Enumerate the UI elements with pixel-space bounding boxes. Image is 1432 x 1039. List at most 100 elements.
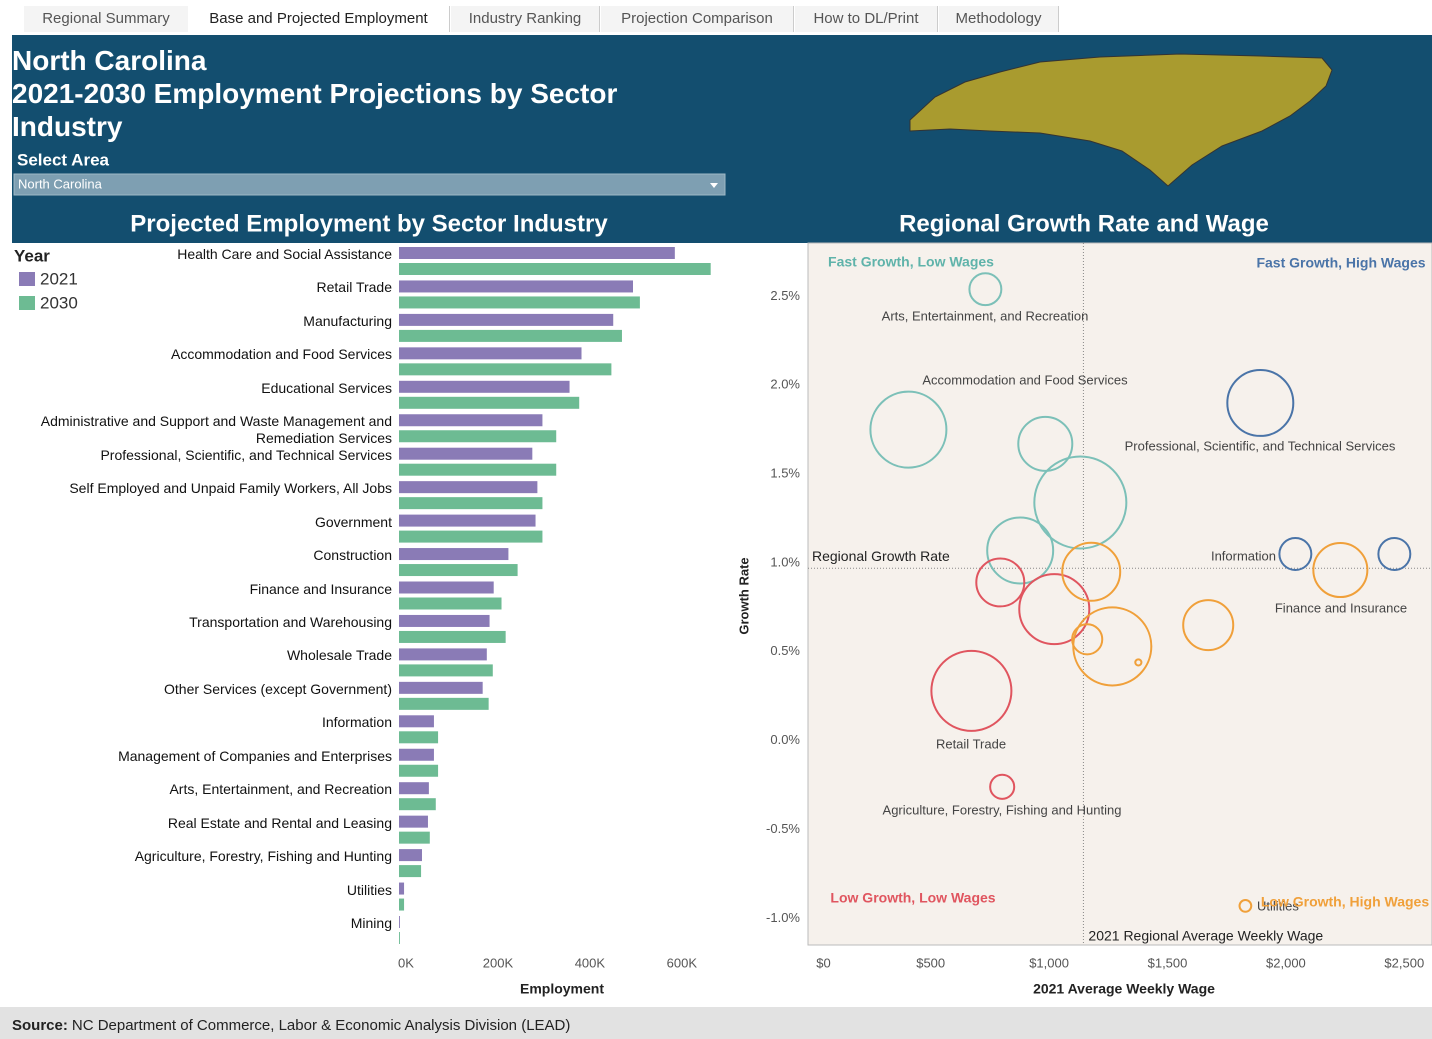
y-tick-label: -0.5%: [766, 821, 800, 836]
scatter-plot-bg: [807, 242, 1432, 946]
bubble-label: Agriculture, Forestry, Fishing and Hunti…: [883, 802, 1122, 817]
bar: [399, 263, 711, 275]
bar: [399, 463, 557, 476]
bar: [399, 363, 612, 376]
tab[interactable]: Methodology: [939, 6, 1059, 32]
subtitle: 2021-2030 Employment Projections by Sect…: [12, 78, 618, 142]
bar: [399, 514, 536, 527]
bubble-label: Accommodation and Food Services: [922, 372, 1128, 387]
x-tick-label: 0K: [398, 955, 414, 970]
tab[interactable]: Projection Comparison: [601, 6, 794, 32]
bubble: [930, 649, 1013, 732]
legend-label: 2030: [40, 293, 78, 312]
bubble: [1134, 658, 1143, 667]
quadrant-label: Low Growth, Low Wages: [830, 890, 995, 906]
bar: [399, 798, 436, 811]
legend-label: 2021: [40, 269, 78, 288]
category-label: Information: [321, 714, 392, 731]
bar: [399, 664, 493, 677]
x-tick-label: $1,000: [1029, 955, 1069, 970]
category-label: Transportation and Warehousing: [189, 613, 392, 630]
category-label: Educational Services: [261, 379, 392, 396]
y-tick-label: -1.0%: [766, 910, 800, 925]
bubble: [1238, 899, 1253, 913]
bar: [399, 280, 633, 293]
bar: [399, 748, 434, 761]
bar: [399, 898, 405, 911]
bubble: [1278, 537, 1313, 571]
title: North Carolina: [12, 45, 207, 76]
tab[interactable]: Industry Ranking: [451, 6, 600, 32]
area-dropdown[interactable]: [13, 173, 726, 196]
bubble: [869, 390, 948, 469]
bar: [399, 849, 422, 862]
bubble: [1061, 541, 1122, 602]
bubble: [989, 773, 1016, 800]
bubble-label: Information: [1211, 548, 1276, 563]
tab[interactable]: Base and Projected Employment: [188, 6, 450, 32]
bar: [399, 865, 422, 878]
bar: [399, 530, 543, 543]
y-tick-label: 1.0%: [770, 554, 800, 569]
category-label: Construction: [313, 547, 392, 564]
reference-label: Regional Growth Rate: [812, 548, 950, 564]
nc-map: [909, 53, 1333, 187]
category-label: Wholesale Trade: [286, 647, 392, 664]
bar: [399, 447, 533, 460]
bar: [399, 815, 428, 828]
bubble-label: Arts, Entertainment, and Recreation: [882, 308, 1089, 323]
bubble: [1312, 541, 1369, 599]
bar: [399, 548, 509, 561]
bubble-label: Professional, Scientific, and Technical …: [1125, 438, 1396, 453]
category-label: Administrative and Support and Waste Man…: [40, 413, 392, 447]
bubble: [1226, 368, 1295, 437]
y-tick-label: 0.5%: [770, 643, 800, 658]
bubble: [986, 516, 1055, 585]
bar: [399, 764, 439, 777]
bar: [399, 932, 400, 944]
bar: [399, 697, 489, 710]
x-axis-title: 2021 Average Weekly Wage: [1033, 981, 1215, 997]
tab[interactable]: Regional Summary: [24, 6, 189, 32]
source-label: Source:: [12, 1017, 68, 1034]
category-label: Agriculture, Forestry, Fishing and Hunti…: [134, 848, 392, 865]
dropdown-value[interactable]: North Carolina: [18, 176, 103, 191]
x-tick-label: $500: [916, 955, 945, 970]
bubble-label: Retail Trade: [936, 736, 1006, 751]
x-tick-label: $2,000: [1266, 955, 1306, 970]
bar: [399, 247, 675, 259]
bar: [399, 497, 543, 510]
bar: [399, 313, 614, 326]
source: Source: NC Department of Commerce, Labor …: [12, 1017, 570, 1034]
bar: [399, 614, 490, 627]
bar: [399, 882, 405, 895]
bar: [399, 396, 580, 409]
scatter-chart-title: Regional Growth Rate and Wage: [899, 210, 1269, 237]
category-label: Mining: [350, 915, 392, 931]
bubble: [1071, 623, 1104, 656]
y-tick-label: 2.0%: [770, 377, 800, 392]
category-label: Professional, Scientific, and Technical …: [100, 446, 392, 463]
bar: [399, 581, 494, 594]
bubble: [1018, 573, 1091, 646]
bar: [399, 329, 622, 342]
category-label: Arts, Entertainment, and Recreation: [169, 781, 392, 798]
x-tick-label: 400K: [575, 955, 606, 970]
quadrant-label: Fast Growth, High Wages: [1256, 255, 1425, 271]
x-tick-label: $1,500: [1148, 955, 1188, 970]
x-axis-title: Employment: [520, 981, 604, 997]
tab[interactable]: How to DL/Print: [795, 6, 938, 32]
bar: [399, 414, 543, 427]
legend-swatch: [19, 296, 35, 310]
bar: [399, 782, 429, 795]
filter-label: Select Area: [17, 150, 110, 169]
category-label: Health Care and Social Assistance: [177, 246, 392, 262]
bar: [399, 564, 518, 577]
dropdown-arrow[interactable]: [710, 183, 718, 188]
category-label: Retail Trade: [316, 279, 392, 296]
y-axis-title: Growth Rate: [736, 557, 751, 634]
bubble: [1377, 537, 1412, 571]
bar: [399, 715, 434, 728]
